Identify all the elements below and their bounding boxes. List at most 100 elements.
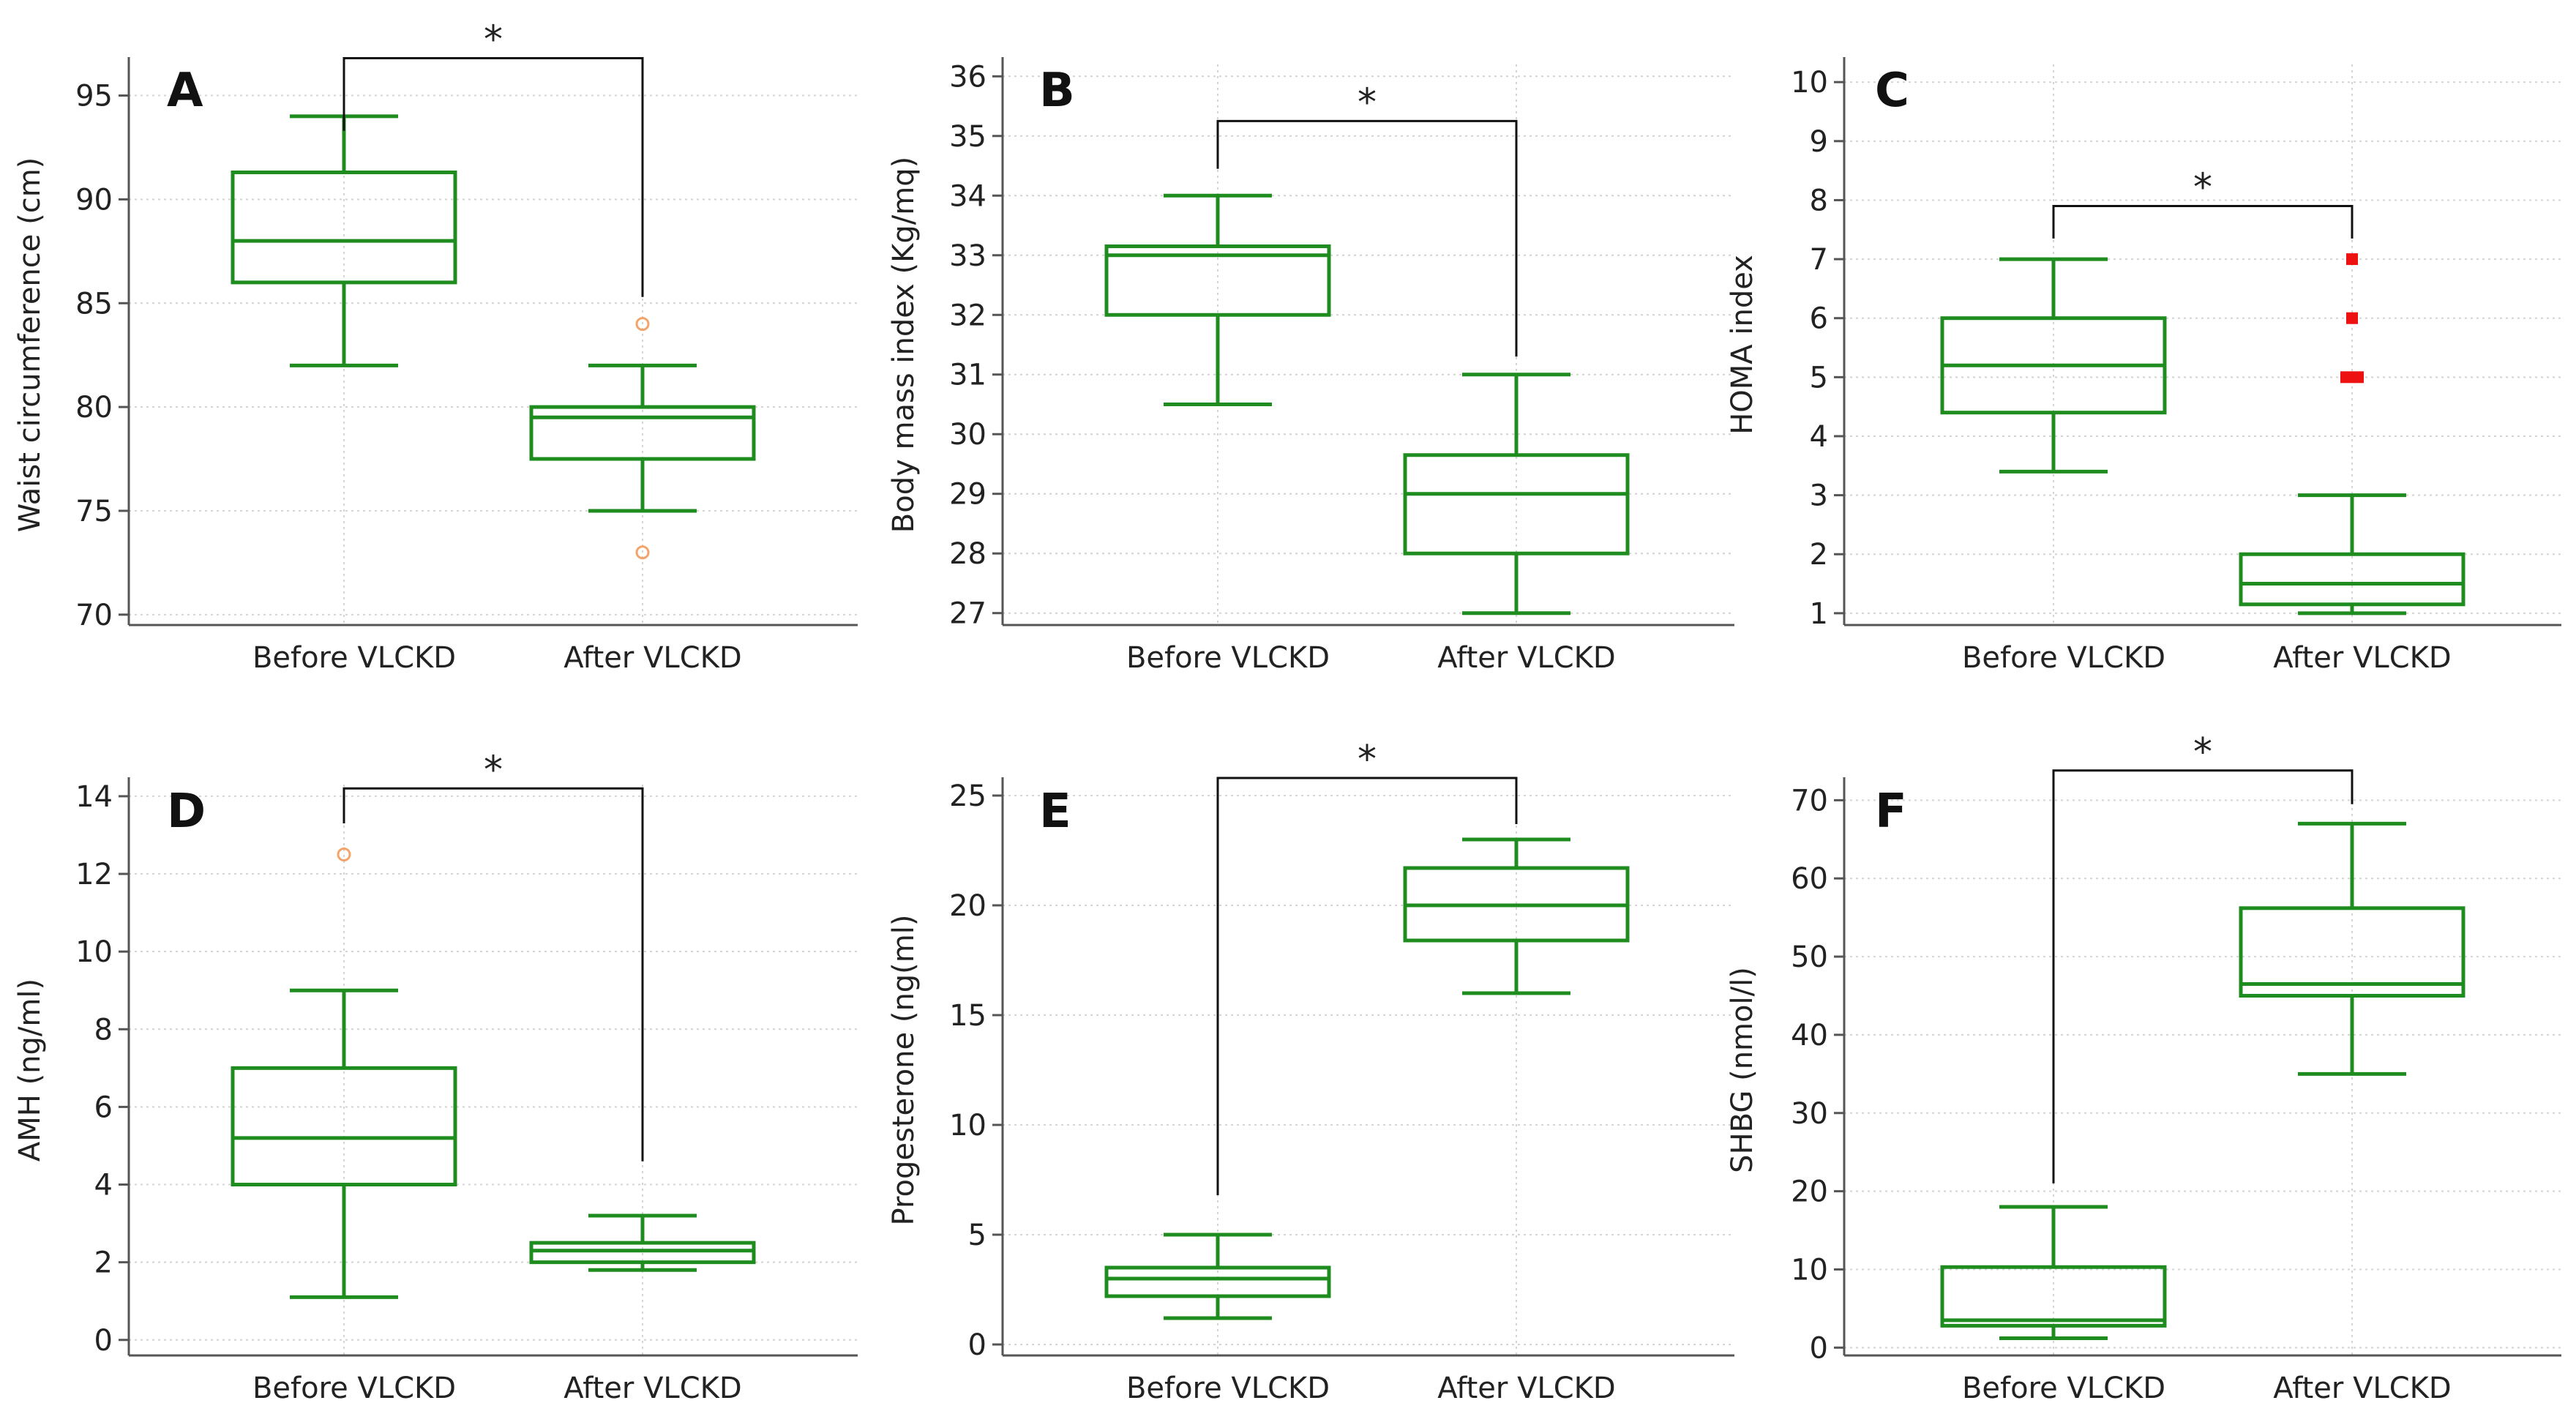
panel-a-iqr-box [529, 405, 756, 461]
panel-e-category-label: After VLCKD [1437, 1372, 1615, 1405]
panel-b-ytick-label: 36 [949, 60, 986, 94]
panel-d-category-label: After VLCKD [564, 1372, 741, 1405]
panel-a-box-after [529, 317, 756, 560]
panel-f-category-label: After VLCKD [2273, 1372, 2451, 1405]
panel-d: 0 2 4 6 8 10 12 14 AMH (ng/ml) D Before VLCKD After… [13, 748, 858, 1405]
panel-b-ytick-label: 34 [949, 179, 986, 213]
panel-b-box-after [1403, 373, 1630, 616]
panel-e-box-before [1104, 1232, 1331, 1320]
panel-b-significance-bracket: * [1216, 81, 1518, 357]
panel-f-ytick-label: 50 [1791, 940, 1828, 974]
panel-b-ytick-label: 28 [949, 537, 986, 571]
panel-c-far-outlier [2352, 371, 2364, 384]
panel-d-ytick-label: 12 [75, 858, 113, 891]
panel-f: 0 10 20 30 40 50 60 70 SHBG (nmol/l) F Before VLCK… [1726, 730, 2561, 1405]
panel-a-box-before [231, 114, 457, 367]
panel-a-letter: A [167, 64, 203, 118]
panel-b-category-label: Before VLCKD [1126, 641, 1330, 675]
panel-d-significance-star: * [484, 748, 503, 792]
panel-e-ytick-label: 15 [949, 999, 986, 1033]
panel-f-ytick-label: 40 [1791, 1019, 1828, 1052]
panel-d-bracket-line [342, 787, 644, 1162]
panel-a-outlier [635, 317, 650, 332]
panel-e-y-axis-title: Progesterone (ng(ml) [887, 915, 921, 1226]
panel-c-bracket-line [2052, 205, 2354, 239]
panel-f-iqr-box [2239, 906, 2465, 998]
panel-e-iqr-box [1104, 1265, 1331, 1298]
panel-a: 70 75 80 85 90 95 Waist circumference (cm) A Bef… [13, 18, 858, 675]
panel-f-iqr-box [1940, 1265, 2167, 1328]
panel-c-far-outlier [2346, 312, 2358, 324]
panel-d-significance-bracket: * [342, 748, 644, 1162]
panel-d-iqr-box [231, 1066, 457, 1187]
panel-c-y-axis-title: HOMA index [1726, 255, 1759, 435]
panel-b-y-axis-title: Body mass index (Kg/mq) [887, 157, 921, 533]
panel-b-box-before [1104, 193, 1331, 406]
panel-a-bracket-line [342, 56, 644, 297]
panel-c: 1 2 3 4 5 6 7 8 9 10 HOMA index C Before VLCKD After … [1726, 57, 2561, 675]
panel-f-ytick-label: 0 [1810, 1331, 1828, 1365]
panel-d-ytick-label: 6 [94, 1091, 113, 1124]
panel-a-ytick-label: 85 [75, 287, 113, 321]
panel-a-category-label: Before VLCKD [252, 641, 456, 675]
panel-a-category-label: After VLCKD [564, 641, 741, 675]
panel-c-ytick-label: 1 [1810, 597, 1828, 631]
panel-b-ytick-label: 33 [949, 239, 986, 273]
panel-d-box-after [529, 1213, 756, 1272]
panel-c-category-label: Before VLCKD [1962, 641, 2165, 675]
panel-c-ytick-label: 10 [1791, 66, 1828, 100]
panel-e-significance-star: * [1358, 738, 1377, 782]
panel-b-significance-star: * [1358, 81, 1377, 124]
panel-d-ytick-label: 14 [75, 780, 113, 814]
panel-a-ytick-label: 95 [75, 80, 113, 113]
panel-a-ytick-label: 75 [75, 495, 113, 528]
panel-c-ytick-label: 6 [1810, 302, 1828, 336]
panel-c-ytick-label: 3 [1810, 479, 1828, 513]
panel-a-significance-bracket: * [342, 18, 644, 297]
panel-c-significance-star: * [2193, 166, 2212, 210]
panel-c-ytick-label: 9 [1810, 125, 1828, 159]
panel-e-ytick-label: 10 [949, 1109, 986, 1142]
panel-e: 0 5 10 15 20 25 Progesterone (ng(ml) E Before VL… [887, 738, 1734, 1405]
panel-e-ytick-label: 5 [968, 1219, 986, 1252]
panel-b: 27 28 29 30 31 32 33 34 35 36 Body mass index (Kg/… [887, 57, 1734, 675]
panel-c-ytick-label: 7 [1810, 243, 1828, 277]
panel-c-iqr-box [2239, 552, 2465, 607]
panel-f-ytick-label: 30 [1791, 1097, 1828, 1131]
panel-b-ytick-label: 27 [949, 597, 986, 631]
panel-b-ytick-label: 30 [949, 418, 986, 452]
panel-b-letter: B [1039, 64, 1075, 118]
panel-c-ytick-label: 2 [1810, 538, 1828, 572]
panel-f-category-label: Before VLCKD [1962, 1372, 2165, 1405]
panel-c-ytick-label: 8 [1810, 184, 1828, 217]
panel-f-significance-bracket: * [2052, 730, 2354, 1183]
panel-b-bracket-line [1216, 119, 1518, 357]
panel-d-ytick-label: 2 [94, 1246, 113, 1280]
panel-e-significance-bracket: * [1216, 738, 1518, 1195]
panel-a-iqr-box [231, 171, 457, 285]
panel-f-ytick-label: 20 [1791, 1175, 1828, 1209]
panel-d-letter: D [167, 785, 206, 839]
panel-a-outlier [635, 545, 650, 560]
panel-c-category-label: After VLCKD [2273, 641, 2451, 675]
panel-d-category-label: Before VLCKD [252, 1372, 456, 1405]
panel-d-iqr-box [529, 1241, 756, 1265]
panel-d-outlier [337, 848, 351, 862]
panel-e-ytick-label: 20 [949, 889, 986, 923]
panel-e-letter: E [1039, 785, 1071, 839]
panel-c-box-after [2239, 253, 2465, 616]
panel-d-ytick-label: 0 [94, 1324, 113, 1358]
panel-d-y-axis-title: AMH (ng/ml) [13, 979, 47, 1162]
panel-c-ytick-label: 4 [1810, 420, 1828, 454]
panel-f-y-axis-title: SHBG (nmol/l) [1726, 967, 1759, 1173]
panel-b-category-label: After VLCKD [1437, 641, 1615, 675]
panel-f-ytick-label: 10 [1791, 1253, 1828, 1287]
panel-e-bracket-line [1216, 777, 1518, 1195]
panel-f-ytick-label: 60 [1791, 862, 1828, 896]
panel-b-iqr-box [1104, 244, 1331, 317]
panel-c-letter: C [1875, 64, 1909, 118]
panel-b-ytick-label: 31 [949, 359, 986, 392]
panel-c-far-outlier [2340, 371, 2352, 384]
panel-a-ytick-label: 70 [75, 599, 113, 632]
